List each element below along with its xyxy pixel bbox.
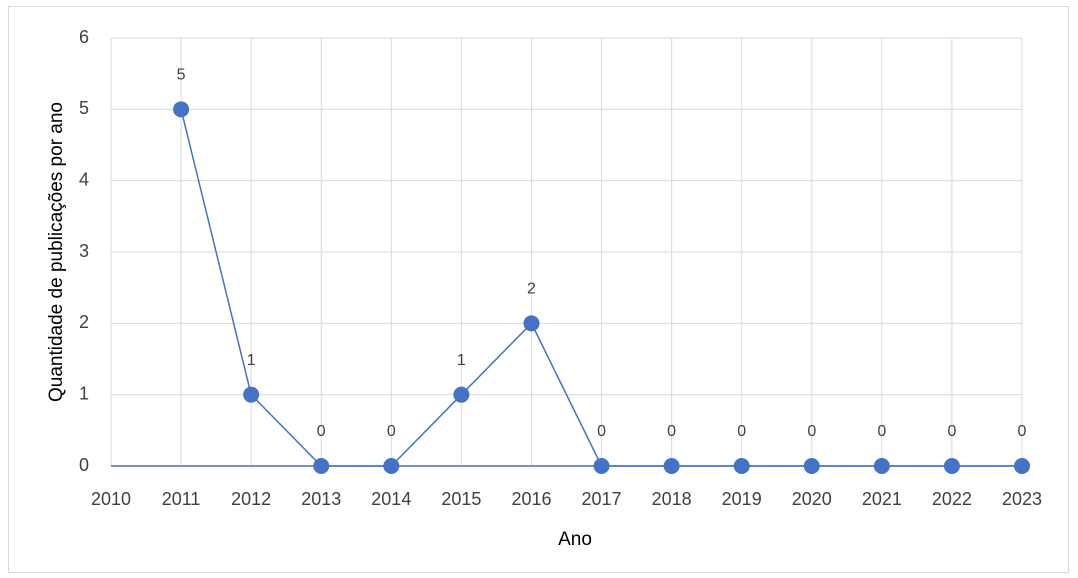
x-tick-label: 2021 [862, 489, 902, 509]
x-tick-label: 2013 [301, 489, 341, 509]
data-label: 5 [177, 67, 186, 84]
y-axis-label: Quantidade de publicações por ano [46, 102, 67, 402]
data-point [243, 386, 260, 403]
x-axis-label: Ano [558, 529, 592, 550]
x-tick-label: 2015 [441, 489, 481, 509]
data-label: 0 [317, 423, 326, 440]
data-label: 0 [947, 423, 956, 440]
data-label: 2 [527, 281, 536, 298]
data-point [593, 458, 610, 474]
x-tick-label: 2010 [91, 489, 131, 509]
x-tick-label: 2022 [932, 489, 972, 509]
data-point [803, 458, 820, 474]
y-tick-label: 5 [79, 98, 89, 118]
data-point [173, 101, 190, 118]
data-point [313, 458, 330, 474]
y-tick-label: 0 [79, 455, 89, 475]
data-label: 0 [1018, 423, 1027, 440]
data-label: 0 [877, 423, 886, 440]
x-tick-label: 2018 [652, 489, 692, 509]
y-tick-label: 4 [79, 169, 89, 189]
data-point [943, 458, 960, 474]
x-tick-label: 2012 [231, 489, 271, 509]
data-label: 0 [737, 423, 746, 440]
data-point [1014, 458, 1030, 474]
x-tick-label: 2014 [371, 489, 411, 509]
data-label: 1 [247, 352, 256, 369]
data-label: 1 [457, 352, 466, 369]
y-tick-label: 1 [79, 383, 89, 403]
x-tick-label: 2019 [722, 489, 762, 509]
x-tick-label: 2011 [162, 489, 201, 509]
data-label: 0 [807, 423, 816, 440]
data-label: 0 [667, 423, 676, 440]
x-tick-label: 2020 [792, 489, 832, 509]
data-point [523, 315, 540, 332]
data-point [873, 458, 890, 474]
y-tick-label: 3 [79, 241, 89, 261]
data-point [383, 458, 400, 474]
x-tick-label: 2023 [1002, 489, 1042, 509]
y-tick-label: 2 [79, 312, 89, 332]
data-label: 0 [597, 423, 606, 440]
data-label: 0 [387, 423, 396, 440]
data-point [663, 458, 680, 474]
data-point [733, 458, 750, 474]
x-tick-label: 2016 [511, 489, 551, 509]
data-point [453, 386, 470, 403]
chart-frame [8, 6, 1069, 573]
y-tick-label: 6 [79, 27, 89, 47]
x-tick-label: 2017 [582, 489, 622, 509]
